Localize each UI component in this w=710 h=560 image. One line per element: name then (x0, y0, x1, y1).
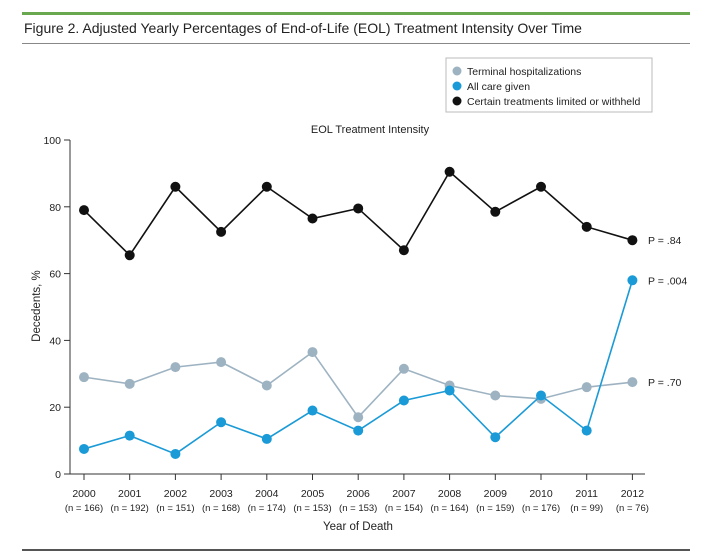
data-point (536, 181, 546, 192)
data-point (307, 213, 318, 224)
data-point (261, 181, 272, 192)
y-tick-label: 20 (49, 402, 61, 414)
data-point (444, 166, 455, 177)
legend-marker (452, 96, 462, 106)
data-point (490, 390, 501, 401)
data-point (627, 377, 638, 388)
x-tick-label: 2000 (72, 488, 96, 500)
data-point (627, 275, 638, 286)
x-sample-size-label: (n = 164) (430, 503, 468, 514)
x-axis-label: Year of Death (323, 521, 393, 533)
data-point (216, 226, 227, 237)
x-sample-size-label: (n = 76) (616, 503, 649, 514)
x-tick-label: 2012 (621, 488, 645, 500)
x-sample-size-label: (n = 174) (248, 503, 286, 514)
top-accent-rule (22, 12, 690, 15)
x-tick-label: 2005 (301, 488, 325, 500)
series-line (83, 350, 633, 419)
x-sample-size-label: (n = 151) (156, 503, 194, 514)
data-point (398, 245, 409, 256)
x-sample-size-label: (n = 99) (570, 503, 603, 514)
data-point (124, 378, 135, 389)
x-sample-size-label: (n = 153) (339, 503, 377, 514)
data-point (261, 380, 272, 391)
p-value-label: P = .70 (648, 377, 682, 389)
data-point (124, 250, 135, 261)
legend-label: All care given (467, 81, 530, 93)
x-tick-label: 2008 (438, 488, 462, 500)
data-point (353, 412, 364, 423)
p-value-label: P = .004 (648, 275, 687, 287)
data-point (581, 425, 592, 436)
data-point (216, 417, 227, 428)
data-point (536, 390, 546, 401)
x-sample-size-label: (n = 159) (476, 503, 514, 514)
series-group: P = .004 (79, 275, 687, 459)
data-point (581, 382, 592, 393)
x-sample-size-label: (n = 176) (522, 503, 560, 514)
legend-label: Certain treatments limited or withheld (467, 96, 640, 108)
data-point (79, 443, 89, 454)
series-line (83, 170, 633, 257)
series-group: P = .70 (79, 347, 682, 423)
legend: Terminal hospitalizations All care given C… (445, 57, 653, 113)
figure-title: Figure 2. Adjusted Yearly Percentages of… (24, 20, 582, 36)
x-sample-size-label: (n = 154) (385, 503, 423, 514)
x-tick-label: 2011 (575, 488, 598, 500)
legend-marker (452, 66, 462, 76)
chart-title: EOL Treatment Intensity (311, 124, 430, 136)
series-group: P = .84 (79, 166, 682, 261)
data-point (170, 362, 181, 373)
x-tick-label: 2007 (392, 488, 416, 500)
data-point (490, 432, 501, 443)
data-point (170, 448, 181, 459)
data-point (398, 395, 409, 406)
data-point (216, 357, 227, 368)
data-point (79, 372, 89, 383)
data-point (261, 433, 272, 444)
y-tick-label: 100 (43, 135, 61, 147)
x-tick-label: 2002 (164, 488, 188, 500)
x-sample-size-label: (n = 168) (202, 503, 240, 514)
x-tick-label: 2001 (118, 488, 142, 500)
x-sample-size-label: (n = 153) (293, 503, 331, 514)
data-point (353, 203, 364, 214)
y-tick-label: 0 (55, 469, 61, 481)
legend-marker (452, 81, 462, 91)
x-tick-label: 2004 (255, 488, 279, 500)
x-sample-size-label: (n = 192) (111, 503, 149, 514)
bottom-divider (22, 549, 690, 551)
data-point (627, 235, 638, 246)
data-point (124, 430, 135, 441)
y-tick-label: 80 (49, 202, 61, 214)
data-point (581, 221, 592, 232)
legend-label: Terminal hospitalizations (467, 66, 581, 78)
data-point (307, 347, 318, 358)
legend-box (445, 57, 653, 113)
p-value-label: P = .84 (648, 235, 682, 247)
x-tick-label: 2006 (347, 488, 371, 500)
x-tick-label: 2010 (529, 488, 553, 500)
data-point (353, 425, 364, 436)
x-tick-label: 2009 (484, 488, 508, 500)
data-point (490, 206, 501, 217)
data-point (170, 181, 181, 192)
data-point (79, 205, 89, 216)
data-point (398, 363, 409, 374)
y-tick-label: 40 (49, 335, 61, 347)
x-sample-size-label: (n = 166) (65, 503, 103, 514)
y-tick-label: 60 (49, 269, 61, 281)
y-axis-label: Decedents, % (31, 270, 43, 342)
title-divider (22, 43, 690, 44)
data-point (444, 385, 455, 396)
data-point (307, 405, 318, 416)
x-tick-label: 2003 (209, 488, 233, 500)
